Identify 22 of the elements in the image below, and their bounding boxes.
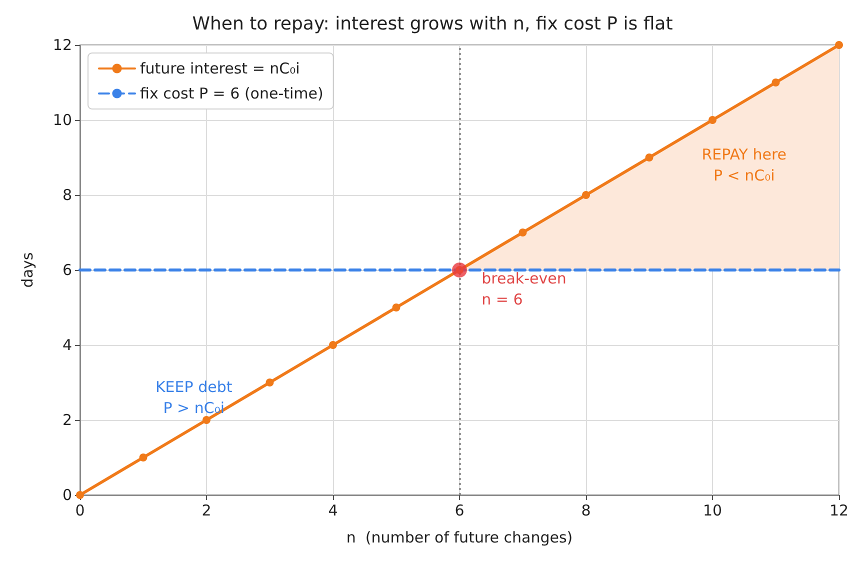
x-tick-label: 0 [75, 502, 85, 520]
y-tick-label: 10 [52, 111, 72, 129]
x-tick-label: 8 [581, 502, 591, 520]
x-tick-label: 2 [202, 502, 212, 520]
legend-label: fix cost P = 6 (one-time) [140, 84, 324, 102]
x-tick-label: 12 [829, 502, 849, 520]
x-tick-label: 10 [702, 502, 722, 520]
y-tick-label: 2 [62, 411, 72, 429]
x-axis-title: n (number of future changes) [346, 528, 573, 546]
y-tick-label: 12 [52, 36, 72, 54]
chart-title: When to repay: interest grows with n, fix cost P is flat [192, 14, 673, 34]
annotation: break-even n = 6 [482, 269, 566, 308]
annotation: REPAY here P < nC₀i [702, 146, 787, 184]
legend-label: future interest = nC₀i [140, 60, 300, 78]
x-tick-label: 4 [328, 502, 338, 520]
y-tick-label: 0 [62, 486, 72, 504]
annotation: KEEP debt P > nC₀i [155, 378, 232, 417]
y-tick-label: 6 [62, 261, 72, 279]
x-tick-label: 6 [454, 502, 464, 520]
y-axis-title: days [18, 252, 36, 288]
y-tick-label: 4 [62, 336, 72, 354]
y-tick-label: 8 [62, 186, 72, 204]
